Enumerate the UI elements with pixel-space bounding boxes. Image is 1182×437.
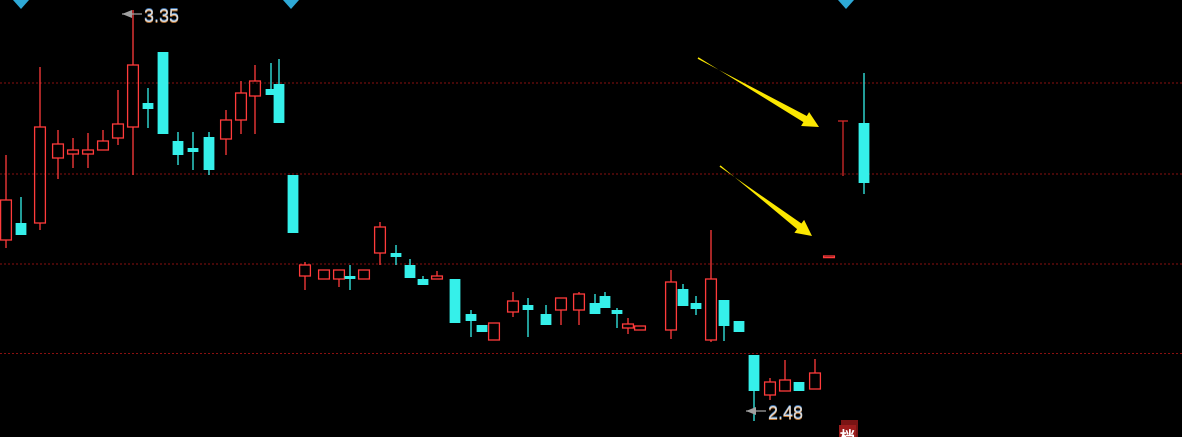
svg-text:3.35: 3.35 bbox=[144, 6, 179, 26]
svg-text:档: 档 bbox=[840, 428, 855, 437]
svg-text:2.48: 2.48 bbox=[768, 403, 803, 423]
